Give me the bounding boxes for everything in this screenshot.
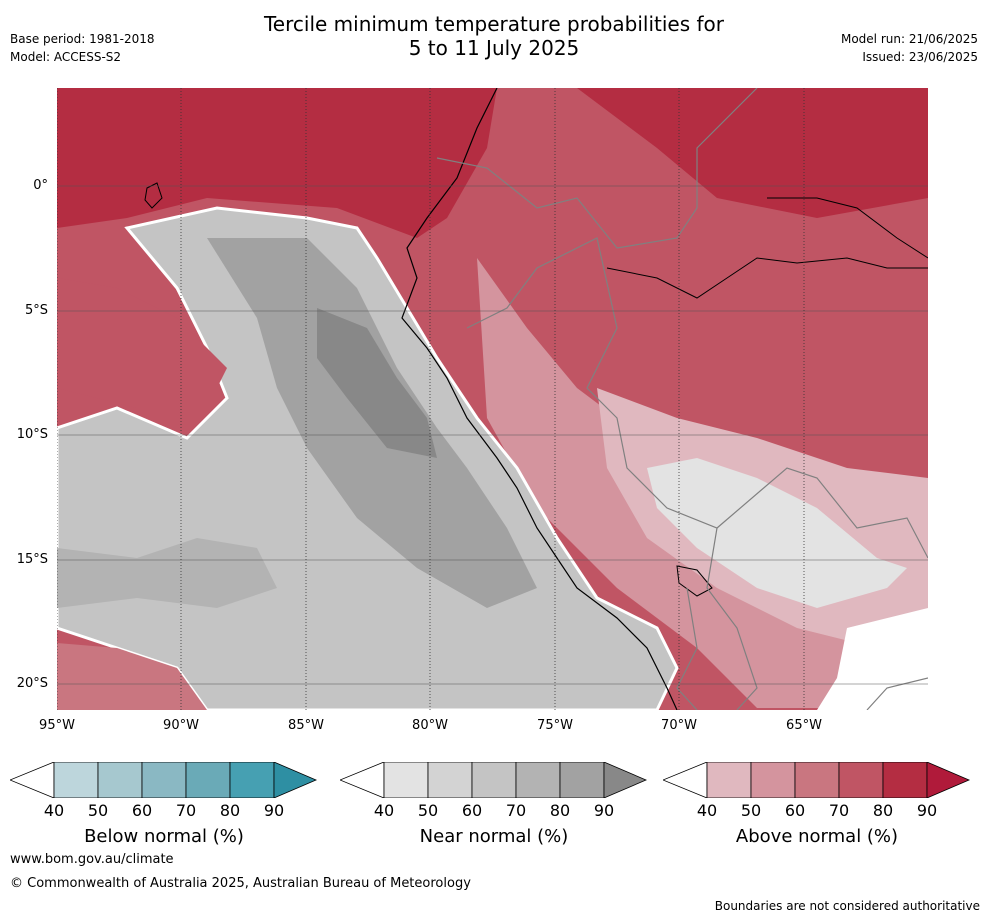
- near-normal-90-core: [317, 308, 437, 458]
- probability-map: [57, 88, 928, 710]
- colorbar-below-segment: [97, 761, 143, 799]
- above-normal-90-region: [57, 88, 497, 238]
- amazon-estuary: [767, 197, 928, 259]
- colorbar-near-tick: 60: [461, 801, 483, 820]
- lon-label-75w: 75°W: [537, 718, 573, 733]
- colorbar-above-segment: [661, 761, 708, 799]
- colorbar-above-segment: [794, 761, 840, 799]
- model-name: Model: ACCESS-S2: [10, 50, 122, 64]
- colorbar-near-segment: [471, 761, 517, 799]
- colorbar-below-tick: 80: [219, 801, 241, 820]
- colorbar-above-segment: [882, 761, 928, 799]
- colorbar-near-graphic: [338, 761, 648, 799]
- base-period: Base period: 1981-2018: [10, 32, 155, 46]
- colorbar-below-normal: [8, 761, 318, 799]
- galapagos-islands: [144, 182, 163, 209]
- lon-label-95w: 95°W: [39, 718, 75, 733]
- border-paraguay: [866, 677, 928, 710]
- colorbar-above-tick: 80: [872, 801, 894, 820]
- colorbar-near-tick: 40: [373, 801, 395, 820]
- near-normal-interior-region: [647, 458, 907, 608]
- colorbar-near-segment: [383, 761, 429, 799]
- colorbar-below-segment: [229, 761, 275, 799]
- lon-label-65w: 65°W: [786, 718, 822, 733]
- colorbar-above-graphic: [661, 761, 971, 799]
- colorbar-above-segment: [926, 761, 971, 799]
- colorbar-above-tick: 40: [696, 801, 718, 820]
- colorbar-below-graphic: [8, 761, 318, 799]
- above-normal-90-region-ne: [577, 88, 928, 218]
- colorbar-below-segment: [8, 761, 55, 799]
- lat-label-20s: 20°S: [16, 676, 48, 691]
- border-colombia-ecuador: [436, 88, 758, 249]
- colorbar-below-tick: 90: [263, 801, 285, 820]
- colorbar-near-caption: Near normal (%): [419, 826, 569, 847]
- lon-label-70w: 70°W: [661, 718, 697, 733]
- colorbar-below-segment: [141, 761, 187, 799]
- model-run: Model run: 21/06/2025: [840, 32, 978, 46]
- copyright-notice: © Commonwealth of Australia 2025, Austra…: [10, 876, 471, 891]
- colorbar-below-segment: [53, 761, 99, 799]
- colorbar-above-normal: [661, 761, 971, 799]
- colorbar-above-tick: 50: [740, 801, 762, 820]
- border-bolivia-chile: [676, 587, 698, 710]
- lat-label-10s: 10°S: [16, 427, 48, 442]
- border-bolivia-argentina: [706, 527, 758, 710]
- colorbar-above-caption: Above normal (%): [735, 826, 899, 847]
- colorbar-below-segment: [185, 761, 231, 799]
- issued-date: Issued: 23/06/2025: [862, 50, 978, 64]
- colorbar-below-tick: 60: [131, 801, 153, 820]
- colorbar-above-tick: 90: [916, 801, 938, 820]
- colorbar-above-segment: [838, 761, 884, 799]
- colorbar-above-tick: 70: [828, 801, 850, 820]
- colorbar-below-tick: 50: [87, 801, 109, 820]
- colorbar-below-segment: [273, 761, 318, 799]
- colorbar-below-tick: 70: [175, 801, 197, 820]
- coastline: [401, 88, 678, 710]
- map-graphic: [57, 88, 928, 710]
- colorbar-below-tick: 40: [43, 801, 65, 820]
- above-normal-sw-patch: [57, 643, 207, 710]
- map-title: Tercile minimum temperature probabilitie…: [0, 12, 988, 60]
- colorbar-above-segment: [706, 761, 752, 799]
- lon-label-80w: 80°W: [412, 718, 448, 733]
- border-peru-brazil-bolivia: [466, 237, 928, 559]
- colorbar-near-normal: [338, 761, 648, 799]
- amazon-river: [606, 257, 928, 299]
- colorbar-near-tick: 50: [417, 801, 439, 820]
- colorbar-near-tick: 70: [505, 801, 527, 820]
- colorbar-near-segment: [427, 761, 473, 799]
- colorbar-near-segment: [515, 761, 561, 799]
- colorbar-near-tick: 80: [549, 801, 571, 820]
- near-normal-80-patch: [57, 538, 277, 608]
- title-line-2: 5 to 11 July 2025: [408, 36, 580, 60]
- lat-label-15s: 15°S: [16, 552, 48, 567]
- bom-climate-link[interactable]: www.bom.gov.au/climate: [10, 852, 174, 867]
- colorbar-above-segment: [750, 761, 796, 799]
- lat-label-5s: 5°S: [24, 303, 48, 318]
- colorbar-near-segment: [559, 761, 605, 799]
- boundaries-disclaimer: Boundaries are not considered authoritat…: [714, 899, 980, 913]
- header-meta-right: Model run: 21/06/2025 Issued: 23/06/2025: [841, 30, 978, 66]
- colorbar-near-segment: [603, 761, 648, 799]
- title-line-1: Tercile minimum temperature probabilitie…: [263, 12, 725, 36]
- above-normal-west-patch: [57, 278, 227, 408]
- colorbar-above-tick: 60: [784, 801, 806, 820]
- colorbar-near-tick: 90: [593, 801, 615, 820]
- colorbar-below-caption: Below normal (%): [84, 826, 244, 847]
- lon-label-90w: 90°W: [163, 718, 199, 733]
- lat-label-0: 0°: [33, 178, 48, 193]
- header-meta-left: Base period: 1981-2018 Model: ACCESS-S2: [10, 30, 155, 66]
- lon-label-85w: 85°W: [288, 718, 324, 733]
- colorbar-near-segment: [338, 761, 385, 799]
